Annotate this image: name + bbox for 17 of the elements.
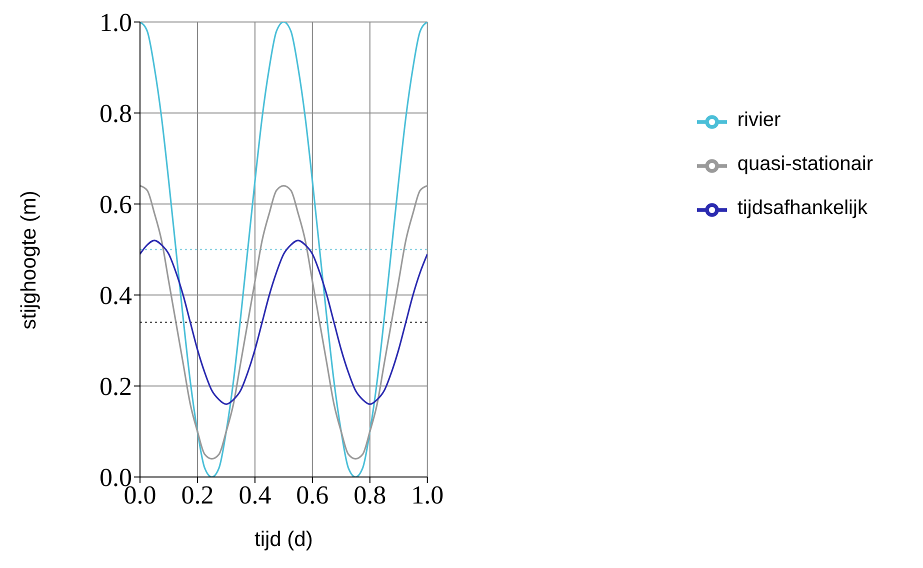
y-tick-label: 0.8 (100, 99, 132, 128)
y-tick-label: 0.6 (100, 190, 132, 220)
line-series (140, 185, 428, 460)
y-tick-label: 1.0 (100, 8, 132, 38)
y-tick-label: 0.4 (100, 281, 132, 310)
x-tick-label: 1.0 (411, 480, 444, 510)
legend-label: rivier (737, 109, 781, 131)
x-tick-label: 0.4 (238, 480, 272, 510)
y-axis-title: stijghoogte (m) (17, 190, 40, 330)
x-axis-title: tijd (d) (254, 528, 313, 551)
line-series (140, 240, 428, 405)
legend-label: tijdsafhankelijk (737, 197, 868, 219)
x-tick-label: 0.2 (181, 480, 214, 510)
y-tick-label: 0.2 (100, 372, 132, 402)
x-tick-label: 0.6 (296, 480, 329, 510)
x-tick-label: 0.8 (354, 480, 386, 510)
legend-label: quasi-stationair (737, 153, 873, 175)
